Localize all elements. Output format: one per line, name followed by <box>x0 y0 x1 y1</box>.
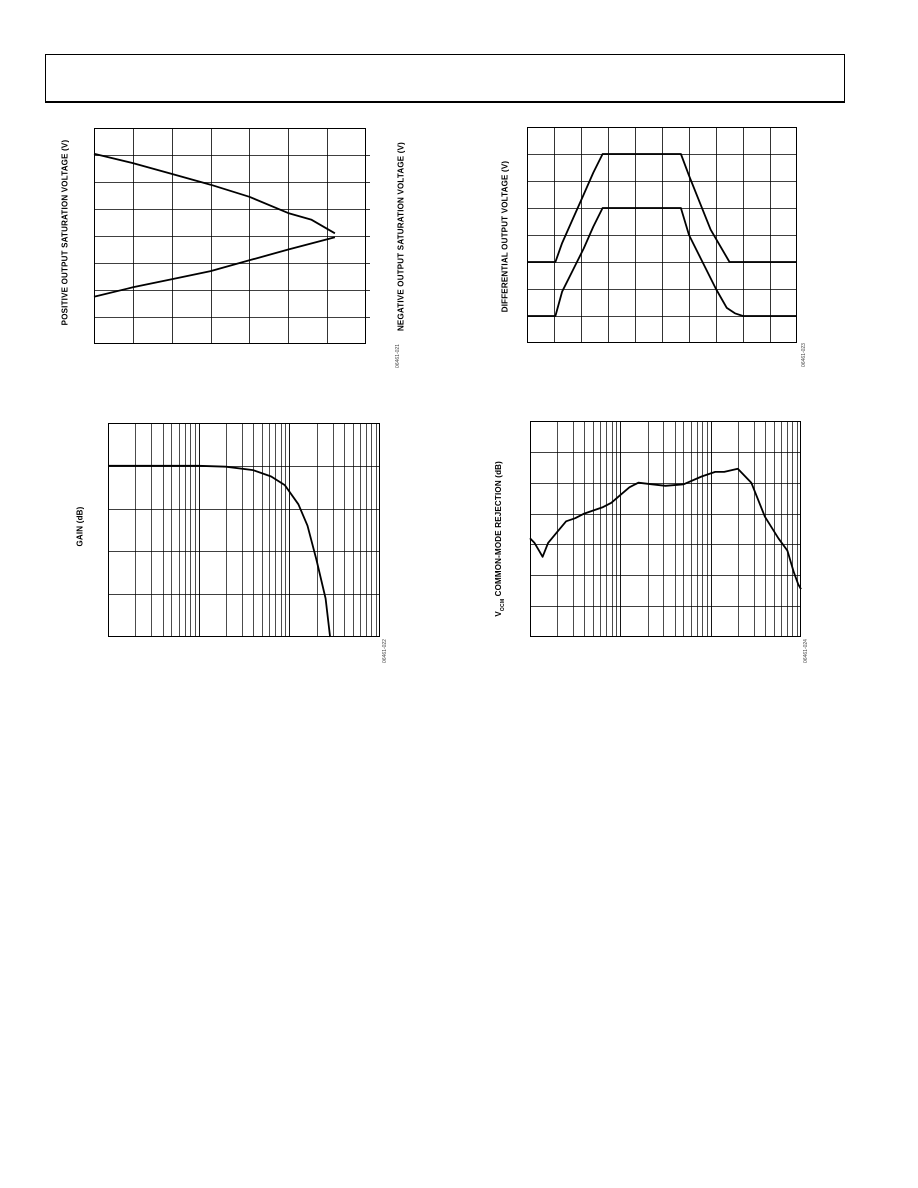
chart-common-mode-rejection <box>529 421 802 637</box>
chart-gain-svg <box>108 423 380 638</box>
chart-1-figure-id: 06461-021 <box>394 344 401 368</box>
plot-frame <box>530 421 801 637</box>
chart-3-figure-id: 06461-022 <box>381 639 388 663</box>
chart-3-ylabel: GAIN (dB) <box>75 506 85 547</box>
chart-4-figure-id: 06461-024 <box>802 639 809 663</box>
series-line-2 <box>93 236 336 298</box>
chart-4-ylabel-sub: OCM <box>499 598 506 612</box>
chart-2-ylabel: DIFFERENTIAL OUTPUT VOLTAGE (V) <box>500 160 510 313</box>
chart-output-saturation-svg <box>93 128 370 344</box>
series-line-2 <box>527 207 797 317</box>
chart-output-saturation <box>93 128 370 344</box>
series-line-1 <box>527 153 797 263</box>
chart-4-ylabel-suffix: COMMON-MODE REJECTION (dB) <box>494 460 504 599</box>
chart-4-ylabel: VOCM COMMON-MODE REJECTION (dB) <box>494 449 506 629</box>
chart-differential-output <box>527 127 797 343</box>
chart-gain <box>108 423 380 638</box>
plot-frame <box>94 128 366 344</box>
series-line-1 <box>529 467 802 590</box>
page-header-box <box>45 54 845 103</box>
plot-frame <box>527 127 797 343</box>
chart-differential-output-svg <box>527 127 797 343</box>
chart-1-ylabel-right: NEGATIVE OUTPUT SATURATION VOLTAGE (V) <box>396 141 406 332</box>
chart-4-ylabel-prefix: V <box>494 611 504 617</box>
chart-1-ylabel-left: POSITIVE OUTPUT SATURATION VOLTAGE (V) <box>60 139 70 326</box>
chart-common-mode-rejection-svg <box>529 421 802 637</box>
chart-2-figure-id: 06461-023 <box>800 343 807 367</box>
series-line-1 <box>108 464 331 638</box>
series-line-1 <box>93 152 336 235</box>
plot-frame <box>108 423 380 637</box>
